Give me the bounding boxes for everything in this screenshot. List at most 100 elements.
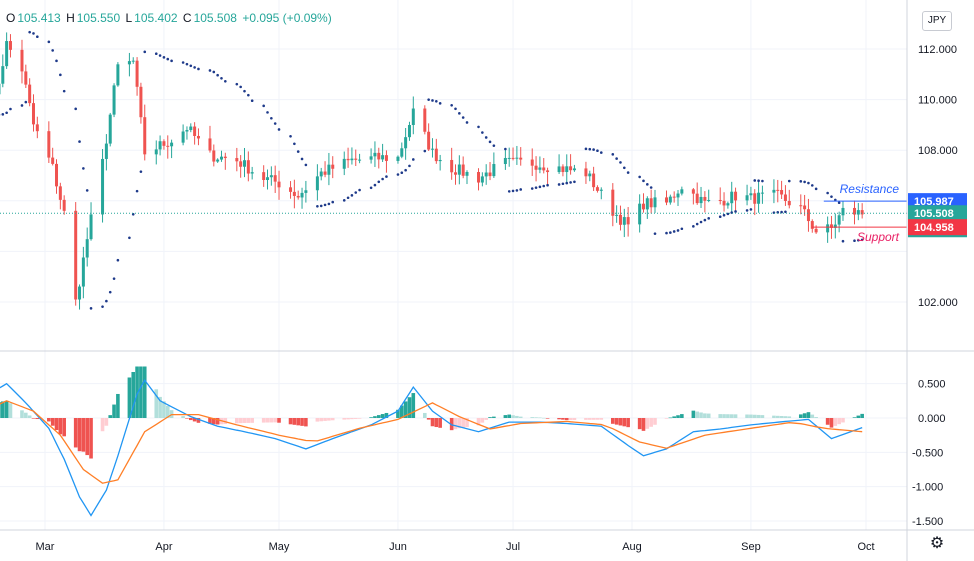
candle-body: [780, 189, 784, 195]
sar-dot: [481, 131, 484, 134]
candle-body: [170, 142, 174, 147]
parabolic-sar-dots: [0, 30, 864, 310]
histogram-bar: [568, 418, 573, 421]
candle-body: [58, 186, 62, 200]
candle-body: [507, 157, 511, 159]
histogram-bar: [733, 414, 738, 418]
candle-body: [31, 103, 35, 125]
candle-body: [396, 156, 400, 161]
histogram-bar: [81, 418, 86, 452]
candle-body: [358, 159, 362, 161]
histogram-bar: [645, 418, 650, 429]
histogram-bar: [626, 418, 630, 428]
sar-dot: [646, 183, 649, 186]
histogram-bar: [423, 412, 427, 418]
candle-body: [557, 166, 561, 173]
histogram-bar: [323, 418, 327, 421]
histogram-bar: [480, 418, 485, 423]
candle-body: [753, 193, 757, 204]
sar-dot: [569, 181, 572, 184]
histogram-bar: [457, 418, 462, 429]
sar-dot: [438, 102, 442, 105]
histogram-bar: [426, 418, 431, 420]
candle-body: [327, 164, 331, 175]
macd-line: [0, 379, 863, 517]
histogram-bar: [357, 418, 362, 419]
candle-body: [457, 164, 461, 175]
sar-dot: [423, 149, 427, 153]
histogram-bar: [856, 415, 861, 418]
histogram-bar: [185, 418, 189, 419]
candle-body: [810, 221, 814, 229]
sar-dot: [504, 147, 507, 151]
histogram-bar: [434, 418, 439, 428]
candle-body: [135, 60, 139, 87]
candle-body: [477, 172, 481, 183]
histogram-bar: [273, 418, 277, 423]
sar-dot: [546, 183, 549, 187]
candle-body: [242, 160, 246, 167]
histogram-bar: [373, 416, 377, 418]
sar-dot: [78, 140, 81, 143]
histogram-bar: [595, 418, 600, 420]
histogram-bar: [729, 414, 734, 418]
histogram-bar: [73, 418, 78, 448]
sar-dot: [676, 229, 680, 232]
candle-body: [5, 41, 9, 67]
time-tick-label: Jul: [506, 541, 520, 553]
candle-body: [189, 126, 193, 131]
histogram-bar: [142, 366, 147, 418]
candle-body: [20, 49, 24, 72]
high-value: 105.550: [76, 11, 121, 25]
histogram-bar: [403, 401, 408, 418]
candle-body: [707, 199, 711, 201]
gear-icon[interactable]: ⚙: [929, 535, 945, 552]
histogram-bar: [319, 418, 324, 422]
histogram-bar: [557, 418, 561, 420]
sar-dot: [519, 188, 523, 191]
sar-dot: [9, 107, 12, 111]
sar-dot: [787, 179, 791, 183]
candle-body: [304, 190, 308, 193]
candle-body: [615, 214, 619, 216]
candle-body: [273, 175, 277, 182]
sar-dot: [277, 128, 281, 131]
sar-dot: [726, 212, 730, 216]
sar-dot: [247, 93, 250, 97]
sar-dot: [619, 161, 622, 164]
candle-body: [181, 131, 185, 143]
sar-dot: [373, 183, 377, 187]
sar-dot: [680, 227, 684, 231]
support-badge-text: 104.958: [914, 222, 954, 234]
currency-button[interactable]: JPY: [922, 11, 952, 31]
sar-dot: [47, 40, 51, 44]
candle-body: [269, 175, 273, 178]
histogram-bar: [829, 418, 834, 428]
histogram-bar: [584, 418, 588, 420]
candle-body: [24, 71, 28, 85]
histogram-bar: [534, 417, 538, 418]
histogram-bar: [235, 418, 239, 424]
candle-body: [703, 196, 707, 201]
candle-body: [427, 131, 431, 150]
sar-dot: [327, 202, 331, 206]
sar-dot: [59, 73, 62, 77]
sar-dot: [784, 210, 787, 214]
candles: [0, 32, 864, 310]
sar-dot: [807, 181, 810, 185]
candle-body: [787, 200, 791, 206]
histogram-bar: [699, 412, 703, 418]
sar-dot: [427, 98, 430, 101]
histogram-bar: [292, 418, 297, 425]
candle-body: [384, 155, 388, 161]
candle-body: [837, 215, 841, 225]
candle-body: [645, 198, 649, 210]
resistance-badge: [908, 193, 967, 210]
histogram-bar: [407, 397, 412, 418]
candle-body: [503, 157, 507, 165]
sar-dot: [185, 62, 189, 66]
sar-dot: [542, 184, 546, 188]
histogram-bar: [24, 412, 28, 418]
candle-body: [546, 170, 550, 173]
